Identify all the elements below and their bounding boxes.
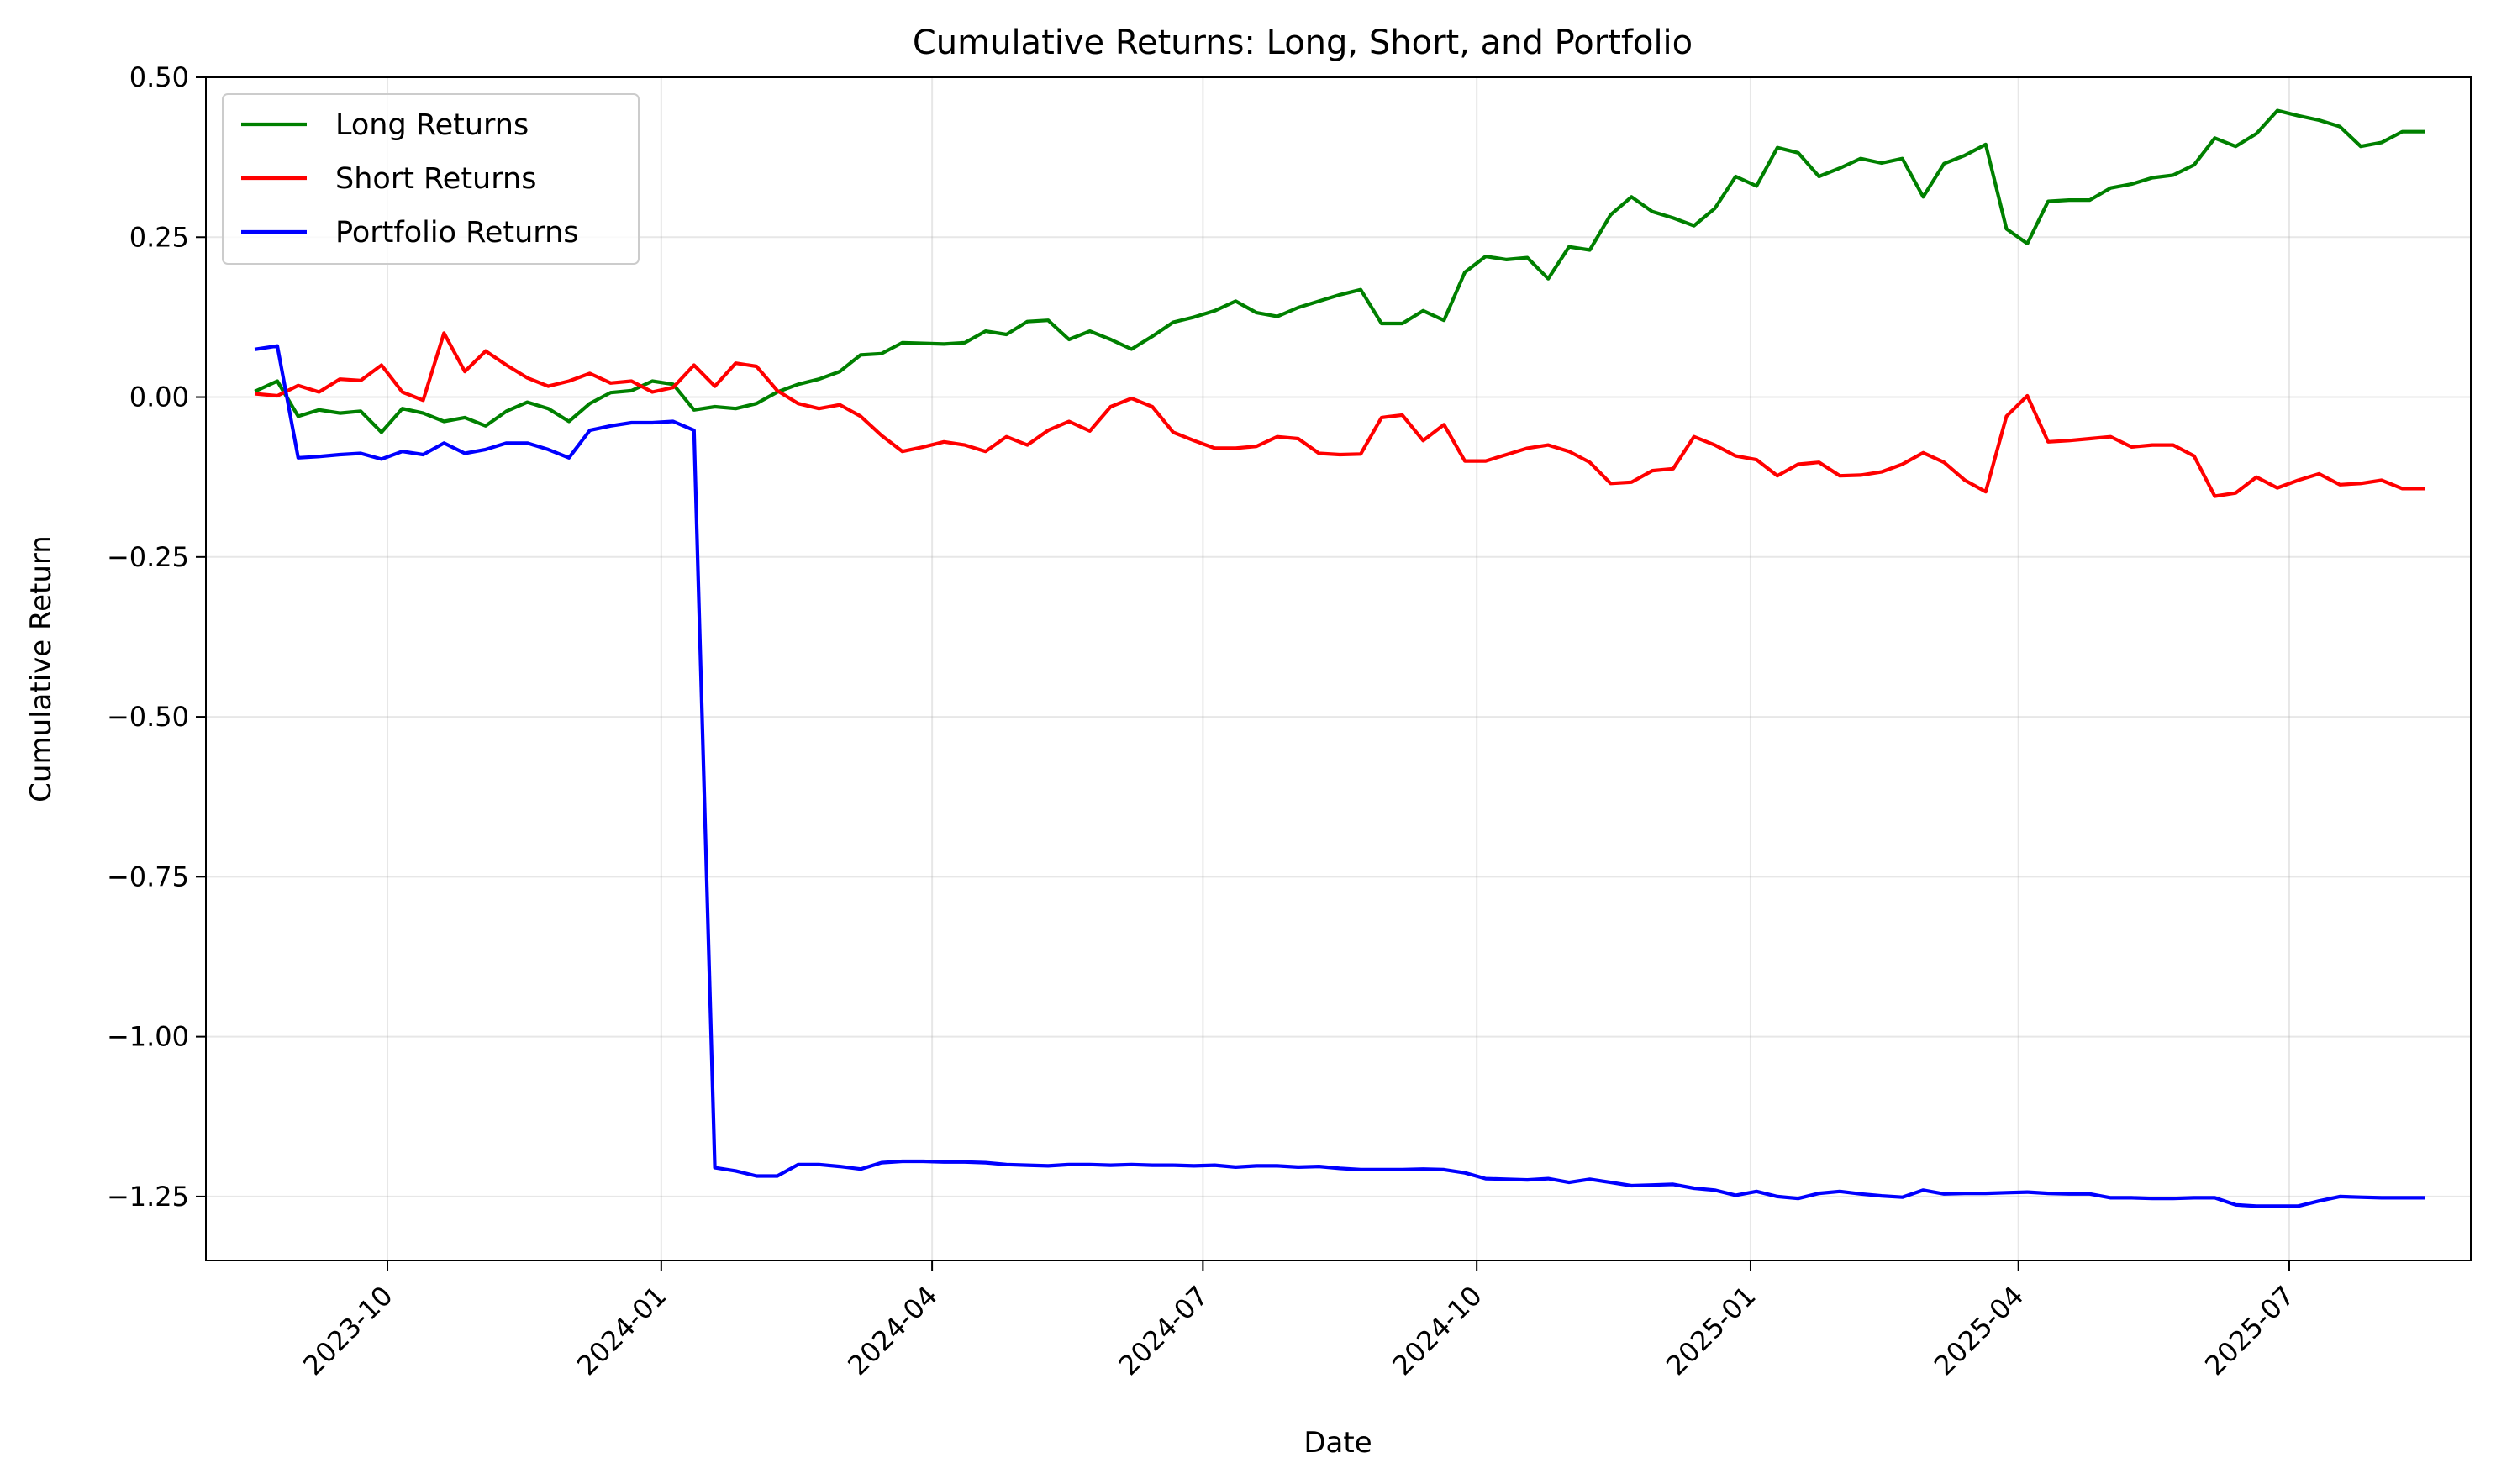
y-tick-label: 0.25 xyxy=(129,221,189,253)
y-axis-title: Cumulative Return xyxy=(24,535,58,803)
legend-label: Short Returns xyxy=(335,162,536,196)
y-axis: 0.50 0.25 0.00 −0.25 −0.50 −0.75 −1.00 −1.25 xyxy=(107,61,206,1213)
y-tick-label: 0.50 xyxy=(129,61,189,93)
plot-frame xyxy=(205,76,2472,1261)
grid xyxy=(206,76,2471,1260)
y-tick-label: −1.00 xyxy=(107,1021,189,1053)
y-tick-label: −1.25 xyxy=(107,1181,189,1213)
series-line-portfolio-returns xyxy=(254,344,2425,1208)
legend-label: Portfolio Returns xyxy=(335,216,579,250)
x-axis-title: Date xyxy=(1303,1426,1372,1460)
legend: Long Returns Short Returns Portfolio Retur… xyxy=(222,93,640,265)
series-line-long-returns xyxy=(254,108,2425,434)
y-tick-label: 0.00 xyxy=(129,382,189,413)
y-tick-label: −0.25 xyxy=(107,541,189,573)
series-line-short-returns xyxy=(254,331,2425,498)
legend-label: Long Returns xyxy=(335,108,529,142)
y-tick-label: −0.50 xyxy=(107,701,189,733)
chart-title: Cumulative Returns: Long, Short, and Por… xyxy=(913,24,1693,62)
y-tick-label: −0.75 xyxy=(107,860,189,892)
legend-box xyxy=(222,93,640,265)
series-lines xyxy=(254,108,2425,1208)
